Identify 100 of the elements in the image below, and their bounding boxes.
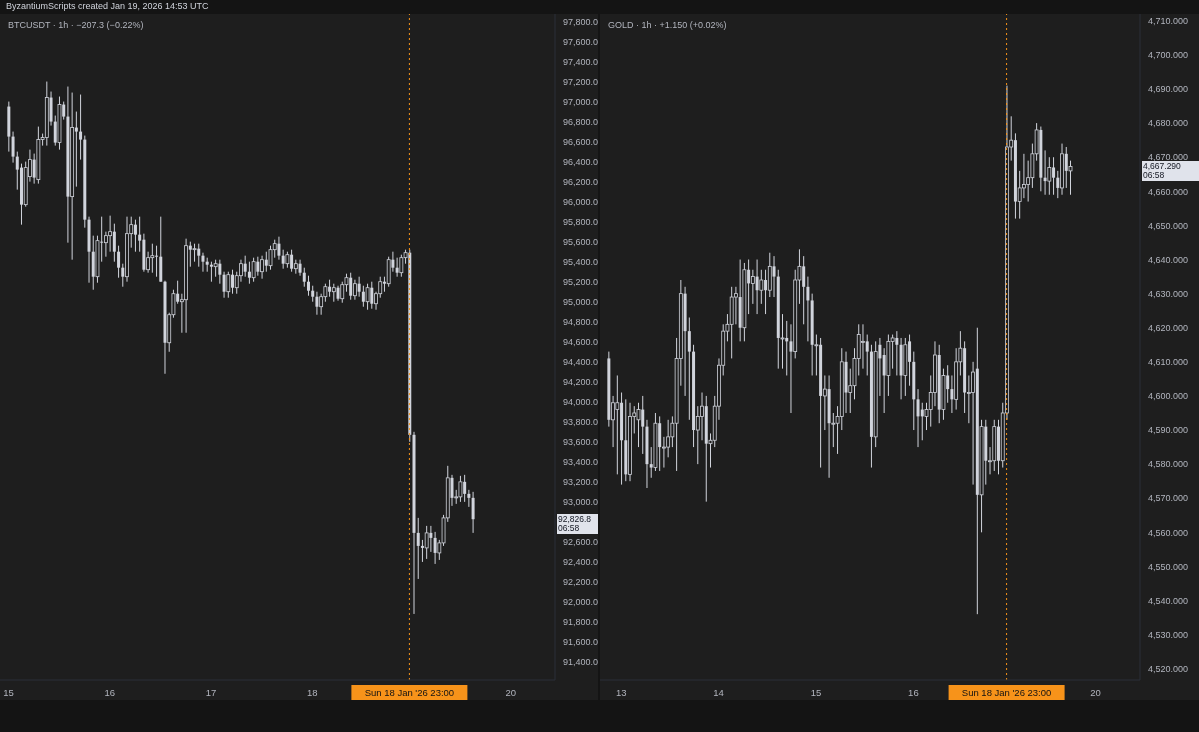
x-tick-label: 15 [3,687,14,698]
candlestick [1043,149,1047,196]
candlestick [357,276,361,298]
candlestick [353,279,357,301]
candlestick [767,252,772,298]
y-tick-label: 4,690.000 [1148,84,1189,95]
text: 92,826.8 [558,514,593,525]
candlestick [222,271,226,299]
x-tick-label: Sun 18 Jan '26 23:00 [364,687,455,698]
candlestick [277,236,281,261]
y-tick-label: 4,640.000 [1148,254,1189,265]
candlestick [226,271,231,299]
candlestick [1022,153,1026,199]
y-tick-label: 92,600.0 [563,537,599,548]
candlestick [133,219,137,253]
candlestick [700,392,704,441]
candlestick [433,531,437,565]
x-tick-label: Sun 18 Jan '26 23:00 [961,687,1052,698]
y-tick-label: 97,200.0 [563,76,599,87]
candlestick [260,255,264,280]
y-tick-label: 4,650.000 [1148,220,1189,231]
y-tick-label: 94,800.0 [563,316,599,327]
candlestick [150,243,155,274]
y-tick-label: 95,600.0 [563,236,599,247]
chart-subtitle: ByzantiumScripts created Jan 19, 2026 14:53 UTC [6,1,209,11]
candlestick [424,525,429,560]
candlestick [395,257,399,278]
y-tick-label: 4,710.000 [1148,16,1189,27]
y-tick-label: 93,000.0 [563,497,599,508]
candlestick [399,254,404,278]
y-tick-label: 4,550.000 [1148,561,1189,572]
text: 06:58 [558,523,581,534]
candlestick [755,259,759,315]
candlestick [112,223,116,263]
y-tick-label: 96,600.0 [563,136,599,147]
x-tick-label: 18 [307,687,318,698]
x-tick-label: 16 [908,687,919,698]
y-tick-label: 4,660.000 [1148,186,1189,197]
y-tick-label: 95,800.0 [563,216,599,227]
y-tick-label: 94,200.0 [563,376,599,387]
candlestick [79,94,83,161]
text: 4,667.290 [1143,161,1182,172]
y-tick-label: 94,000.0 [563,396,599,407]
y-tick-label: 4,610.000 [1148,357,1189,368]
y-tick-label: 97,000.0 [563,96,599,107]
y-tick-label: 95,000.0 [563,296,599,307]
y-tick-label: 91,400.0 [563,657,599,668]
y-tick-label: 96,400.0 [563,156,599,167]
y-tick-label: 4,540.000 [1148,595,1189,606]
y-tick-label: 92,200.0 [563,577,599,588]
candlestick [192,243,197,263]
y-tick-label: 4,680.000 [1148,118,1189,129]
candlestick [108,215,113,253]
candlestick [243,255,247,278]
y-tick-label: 4,670.000 [1148,152,1189,163]
candlestick [331,283,336,303]
y-tick-label: 4,590.000 [1148,425,1189,436]
y-tick-label: 93,200.0 [563,477,599,488]
candlestick [865,334,869,376]
y-tick-label: 4,560.000 [1148,527,1189,538]
candlestick [806,276,810,342]
y-tick-label: 96,200.0 [563,176,599,187]
candlestick [302,267,306,288]
y-tick-label: 4,570.000 [1148,493,1189,504]
y-tick-label: 4,520.000 [1148,663,1189,674]
candlestick [11,131,15,164]
y-tick-label: 92,400.0 [563,557,599,568]
y-tick-label: 93,600.0 [563,437,599,448]
y-tick-label: 4,580.000 [1148,459,1189,470]
y-tick-label: 96,800.0 [563,116,599,127]
y-tick-label: 93,400.0 [563,457,599,468]
candlestick [315,291,319,316]
y-tick-label: 95,400.0 [563,256,599,267]
y-tick-label: 93,800.0 [563,417,599,427]
candlestick [365,283,370,311]
candlestick [340,281,345,304]
candlestick [471,491,475,534]
x-tick-label: 16 [104,687,116,698]
candlestick [117,245,121,279]
y-tick-label: 91,600.0 [563,637,599,648]
x-tick-label: 20 [1090,687,1101,698]
y-tick-label: 97,800.0 [563,16,599,27]
x-tick-label: 15 [810,687,822,698]
x-tick-label: 14 [713,687,724,698]
candlestick [458,475,463,503]
text: GOLD · 1h · +1.150 (+0.02%) [608,20,727,30]
y-tick-label: 4,530.000 [1148,629,1189,640]
candlestick [201,252,205,273]
y-tick-label: 4,700.000 [1148,50,1189,61]
y-tick-label: 92,000.0 [563,597,599,608]
y-tick-label: 97,600.0 [563,36,599,47]
x-tick-label: 20 [505,687,516,698]
y-tick-label: 4,600.000 [1148,391,1189,402]
text: BTCUSDT · 1h · −207.3 (−0.22%) [8,20,144,30]
candlestick [306,275,310,297]
candlestick [251,257,256,283]
y-tick-label: 97,400.0 [563,56,599,67]
candlestick [861,323,865,370]
y-tick-label: 94,400.0 [563,356,599,367]
y-tick-label: 91,800.0 [563,617,599,628]
